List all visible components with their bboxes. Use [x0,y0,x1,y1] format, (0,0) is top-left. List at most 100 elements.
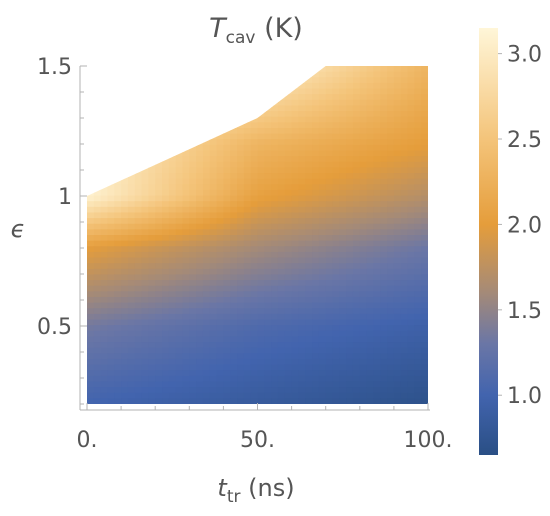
heatmap-cell [257,246,265,253]
heatmap-cell [196,336,204,343]
heatmap-cell [141,144,149,152]
heatmap-cell [393,319,402,326]
heatmap-cell [305,144,313,152]
heatmap-cell [121,82,129,90]
heatmap-cell [318,330,327,337]
heatmap-cell [312,392,320,399]
heatmap-cell [127,285,136,292]
heatmap-cell [182,122,190,129]
heatmap-cell [332,319,340,326]
heatmap-cell [352,127,361,135]
heatmap-cell [366,336,375,343]
heatmap-cell [291,195,300,202]
heatmap-cell [134,296,143,304]
heatmap-cell [298,99,306,107]
heatmap-cell [380,375,388,383]
heatmap-cell [305,246,313,253]
heatmap-cell [407,122,415,129]
heatmap-cell [175,398,184,404]
heatmap-cell [216,280,224,287]
heatmap-cell [243,94,252,101]
heatmap-cell [148,285,156,292]
heatmap-cell [312,330,320,337]
heatmap-cell [257,342,265,349]
heatmap-cell [148,319,156,326]
heatmap-cell [359,313,368,321]
heatmap-cell [216,302,224,309]
heatmap-cell [230,325,238,332]
heatmap-cell [243,212,252,219]
heatmap-cell [312,347,320,354]
heatmap-cell [202,375,211,383]
heatmap-cell [148,325,156,332]
heatmap-cell [271,347,279,354]
heatmap-cell [134,240,143,247]
heatmap-cell [339,178,347,185]
heatmap-cell [243,257,252,264]
heatmap-cell [352,325,361,332]
heatmap-cell [346,280,354,287]
heatmap-cell [141,387,149,394]
heatmap-cell [366,364,375,371]
heatmap-cell [175,268,184,276]
heatmap-cell [114,387,122,394]
heatmap-cell [121,381,129,388]
heatmap-cell [127,280,136,287]
heatmap-cell [325,392,334,399]
heatmap-cell [400,392,409,399]
heatmap-cell [400,257,409,264]
heatmap-cell [107,274,115,281]
heatmap-cell [134,235,143,242]
heatmap-cell [366,285,375,292]
heatmap-cell [87,71,95,78]
heatmap-cell [168,291,177,298]
heatmap-cell [318,88,327,95]
heatmap-cell [298,144,306,152]
heatmap-cell [339,257,347,264]
heatmap-cell [230,257,238,264]
heatmap-cell [298,66,306,73]
heatmap-cell [216,127,224,135]
heatmap-cell [127,71,136,78]
heatmap-cell [393,257,402,264]
heatmap-cell [366,235,375,242]
heatmap-cell [400,206,409,214]
heatmap-cell [216,111,224,118]
heatmap-cell [380,223,388,230]
heatmap-cell [127,144,136,152]
heatmap-cell [277,336,286,343]
heatmap-cell [277,263,286,270]
heatmap-cell [182,99,190,107]
heatmap-cell [271,268,279,276]
heatmap-cell [346,398,354,404]
heatmap-cell [237,336,245,343]
heatmap-cell [175,201,184,208]
heatmap-cell [387,122,395,129]
heatmap-cell [182,144,190,152]
heatmap-cell [421,77,428,84]
heatmap-cell [414,319,422,326]
heatmap-cell [366,127,375,135]
heatmap-cell [230,308,238,315]
heatmap-cell [202,71,211,78]
heatmap-cell [243,285,252,292]
heatmap-cell [284,353,293,360]
heatmap-cell [271,105,279,112]
heatmap-cell [325,201,334,208]
heatmap-cell [271,139,279,146]
heatmap-cell [271,156,279,163]
heatmap-cell [107,77,115,84]
heatmap-cell [127,313,136,321]
heatmap-cell [325,325,334,332]
heatmap-cell [387,99,395,107]
heatmap-cell [87,398,95,404]
heatmap-cell [346,139,354,146]
heatmap-cell [305,94,313,101]
heatmap-cell [332,364,340,371]
heatmap-cell [346,257,354,264]
heatmap-cell [127,246,136,253]
heatmap-cell [284,122,293,129]
heatmap-cell [325,291,334,298]
heatmap-cell [325,127,334,135]
heatmap-cell [325,398,334,404]
